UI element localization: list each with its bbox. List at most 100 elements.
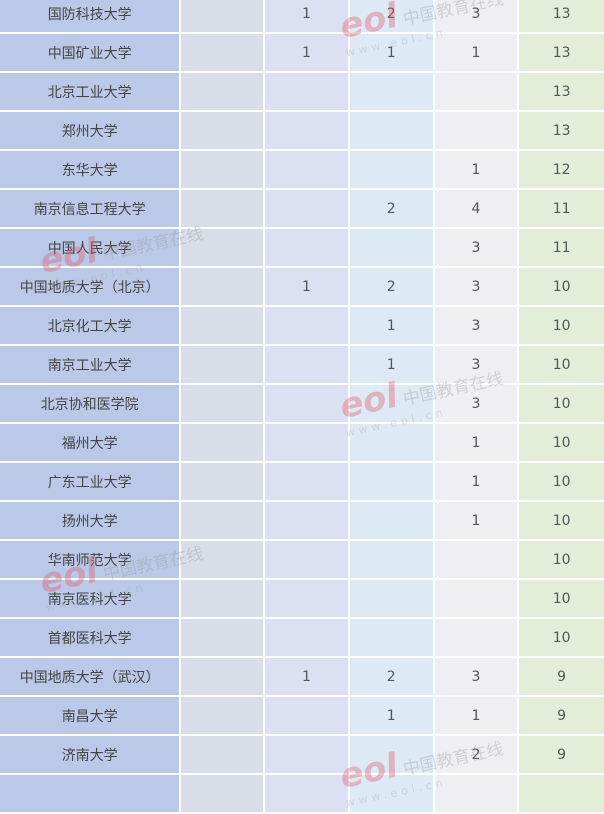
value-cell	[349, 424, 433, 461]
table-row: 南京工业大学 1 3 10	[0, 346, 604, 383]
value-cell: 3	[434, 385, 518, 422]
value-cell	[265, 424, 348, 461]
value-cell	[349, 580, 433, 617]
table-row: 济南大学 2 9	[0, 736, 604, 773]
value-cell: 10	[519, 463, 604, 500]
table-row: 中国地质大学（武汉） 1 2 3 9	[0, 658, 604, 695]
value-cell	[434, 541, 518, 578]
value-cell: 1	[265, 0, 348, 32]
value-cell: 1	[265, 268, 348, 305]
value-cell: 1	[434, 424, 518, 461]
table-row: 中国人民大学 3 11	[0, 229, 604, 266]
value-cell: 1	[434, 34, 518, 71]
value-cell	[181, 502, 264, 539]
value-cell	[434, 775, 518, 812]
value-cell: 3	[434, 307, 518, 344]
value-cell: 10	[519, 424, 604, 461]
table-row: 北京化工大学 1 3 10	[0, 307, 604, 344]
value-cell: 10	[519, 307, 604, 344]
table-row	[0, 775, 604, 812]
value-cell: 12	[519, 151, 604, 188]
value-cell: 13	[519, 0, 604, 32]
value-cell	[265, 151, 348, 188]
university-name-cell: 南京信息工程大学	[0, 190, 180, 227]
value-cell: 11	[519, 190, 604, 227]
table-row: 南昌大学 1 1 9	[0, 697, 604, 734]
value-cell	[434, 73, 518, 110]
value-cell	[181, 151, 264, 188]
value-cell	[519, 775, 604, 812]
table-row: 南京信息工程大学 2 4 11	[0, 190, 604, 227]
value-cell	[265, 697, 348, 734]
table-row: 广东工业大学 1 10	[0, 463, 604, 500]
value-cell: 11	[519, 229, 604, 266]
value-cell: 1	[349, 346, 433, 383]
value-cell	[181, 34, 264, 71]
value-cell: 1	[434, 697, 518, 734]
value-cell	[181, 268, 264, 305]
value-cell: 13	[519, 112, 604, 149]
university-name-cell: 南京工业大学	[0, 346, 180, 383]
value-cell: 1	[349, 34, 433, 71]
value-cell	[349, 463, 433, 500]
value-cell: 2	[349, 0, 433, 32]
value-cell: 9	[519, 697, 604, 734]
value-cell: 2	[349, 268, 433, 305]
value-cell	[265, 385, 348, 422]
table-row: 中国矿业大学 1 1 1 13	[0, 34, 604, 71]
value-cell: 1	[265, 658, 348, 695]
table-row: 福州大学 1 10	[0, 424, 604, 461]
university-name-cell: 东华大学	[0, 151, 180, 188]
value-cell: 10	[519, 619, 604, 656]
value-cell: 2	[349, 658, 433, 695]
value-cell	[434, 580, 518, 617]
value-cell	[265, 736, 348, 773]
value-cell: 3	[434, 229, 518, 266]
value-cell: 3	[434, 658, 518, 695]
value-cell	[181, 112, 264, 149]
university-name-cell: 华南师范大学	[0, 541, 180, 578]
university-name-cell: 北京化工大学	[0, 307, 180, 344]
value-cell	[181, 736, 264, 773]
value-cell	[181, 73, 264, 110]
university-name-cell: 南京医科大学	[0, 580, 180, 617]
value-cell: 1	[349, 307, 433, 344]
table-row: 华南师范大学 10	[0, 541, 604, 578]
university-name-cell: 北京工业大学	[0, 73, 180, 110]
value-cell: 3	[434, 346, 518, 383]
value-cell	[349, 502, 433, 539]
value-cell: 2	[434, 736, 518, 773]
value-cell: 13	[519, 34, 604, 71]
value-cell	[349, 112, 433, 149]
value-cell: 3	[434, 268, 518, 305]
value-cell: 10	[519, 580, 604, 617]
university-name-cell: 郑州大学	[0, 112, 180, 149]
value-cell: 9	[519, 658, 604, 695]
value-cell	[181, 229, 264, 266]
value-cell: 1	[265, 34, 348, 71]
value-cell	[265, 619, 348, 656]
university-name-cell: 济南大学	[0, 736, 180, 773]
value-cell: 4	[434, 190, 518, 227]
value-cell	[181, 463, 264, 500]
value-cell	[265, 112, 348, 149]
value-cell	[181, 697, 264, 734]
value-cell	[265, 229, 348, 266]
university-name-cell: 中国地质大学（北京）	[0, 268, 180, 305]
university-name-cell: 中国地质大学（武汉）	[0, 658, 180, 695]
value-cell	[181, 307, 264, 344]
table-row: 国防科技大学 1 2 3 13	[0, 0, 604, 32]
value-cell	[434, 112, 518, 149]
table-row: 郑州大学 13	[0, 112, 604, 149]
university-name-cell: 南昌大学	[0, 697, 180, 734]
table-row: 北京工业大学 13	[0, 73, 604, 110]
value-cell	[349, 385, 433, 422]
value-cell	[434, 619, 518, 656]
value-cell	[181, 658, 264, 695]
table-row: 扬州大学 1 10	[0, 502, 604, 539]
value-cell	[265, 73, 348, 110]
value-cell	[181, 424, 264, 461]
table-row: 北京协和医学院 3 10	[0, 385, 604, 422]
value-cell	[265, 580, 348, 617]
